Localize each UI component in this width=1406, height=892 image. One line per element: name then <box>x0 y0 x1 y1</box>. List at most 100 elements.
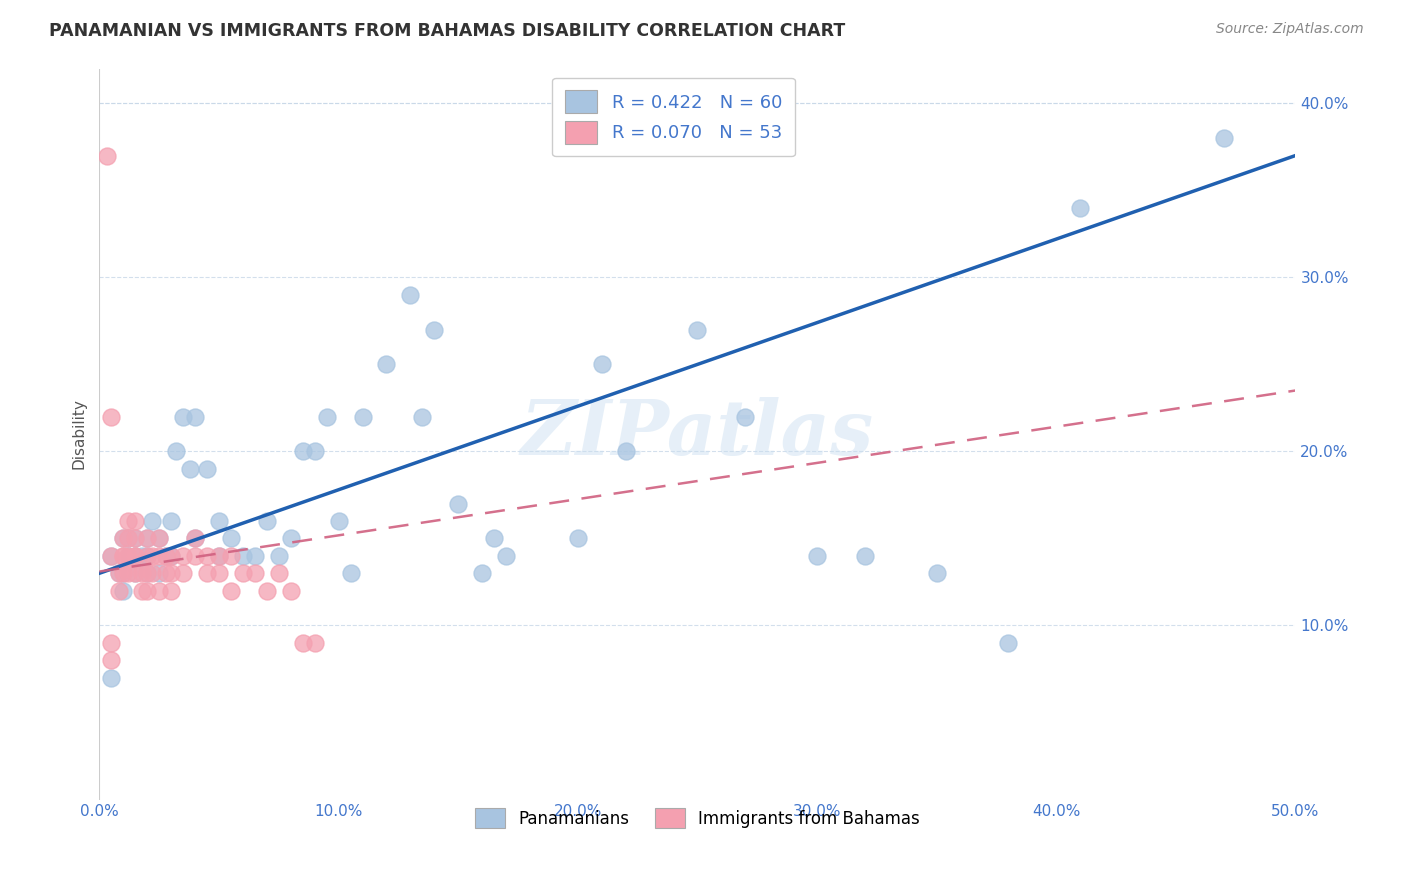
Point <box>117 549 139 563</box>
Point <box>155 549 177 563</box>
Point <box>148 532 170 546</box>
Point <box>148 583 170 598</box>
Point <box>100 636 122 650</box>
Point <box>100 653 122 667</box>
Point <box>160 549 183 563</box>
Point <box>280 532 302 546</box>
Point <box>131 549 153 563</box>
Point <box>482 532 505 546</box>
Point <box>172 549 194 563</box>
Point <box>160 514 183 528</box>
Point <box>100 671 122 685</box>
Point <box>208 566 231 581</box>
Point <box>136 549 159 563</box>
Point <box>195 566 218 581</box>
Point <box>195 549 218 563</box>
Point <box>172 409 194 424</box>
Point <box>148 566 170 581</box>
Point <box>219 583 242 598</box>
Point <box>291 444 314 458</box>
Point <box>136 532 159 546</box>
Point <box>471 566 494 581</box>
Point <box>112 549 135 563</box>
Point <box>100 549 122 563</box>
Point <box>136 566 159 581</box>
Point <box>423 322 446 336</box>
Point <box>172 566 194 581</box>
Point <box>219 532 242 546</box>
Point <box>96 148 118 162</box>
Point <box>184 549 207 563</box>
Y-axis label: Disability: Disability <box>72 399 86 469</box>
Point <box>112 566 135 581</box>
Point <box>280 583 302 598</box>
Point <box>352 409 374 424</box>
Point <box>160 583 183 598</box>
Point <box>117 532 139 546</box>
Point <box>184 532 207 546</box>
Text: ZIPatlas: ZIPatlas <box>520 397 875 471</box>
Point <box>997 636 1019 650</box>
Point <box>124 532 146 546</box>
Point <box>411 409 433 424</box>
Point <box>853 549 876 563</box>
Point <box>686 322 709 336</box>
Point <box>208 549 231 563</box>
Point <box>208 514 231 528</box>
Point <box>124 566 146 581</box>
Point <box>141 514 163 528</box>
Point <box>267 549 290 563</box>
Point <box>184 409 207 424</box>
Point <box>291 636 314 650</box>
Point <box>256 583 278 598</box>
Point <box>112 583 135 598</box>
Point <box>591 358 613 372</box>
Point <box>124 549 146 563</box>
Point <box>155 549 177 563</box>
Point <box>107 566 129 581</box>
Point <box>117 532 139 546</box>
Point <box>160 549 183 563</box>
Point <box>141 549 163 563</box>
Point <box>925 566 948 581</box>
Point <box>124 566 146 581</box>
Point <box>112 532 135 546</box>
Point <box>107 583 129 598</box>
Point <box>375 358 398 372</box>
Point <box>315 409 337 424</box>
Point <box>112 549 135 563</box>
Point <box>136 532 159 546</box>
Point <box>447 497 470 511</box>
Point <box>124 532 146 546</box>
Point <box>124 549 146 563</box>
Point <box>100 409 122 424</box>
Point <box>148 549 170 563</box>
Point <box>184 532 207 546</box>
Point <box>1212 131 1234 145</box>
Point <box>267 566 290 581</box>
Point <box>495 549 517 563</box>
Point <box>304 444 326 458</box>
Point <box>148 532 170 546</box>
Point <box>304 636 326 650</box>
Point <box>339 566 361 581</box>
Point <box>567 532 589 546</box>
Point <box>107 566 129 581</box>
Point <box>614 444 637 458</box>
Point <box>124 514 146 528</box>
Text: Source: ZipAtlas.com: Source: ZipAtlas.com <box>1216 22 1364 37</box>
Point <box>131 583 153 598</box>
Point <box>208 549 231 563</box>
Point <box>243 566 266 581</box>
Point <box>232 566 254 581</box>
Point <box>112 566 135 581</box>
Text: PANAMANIAN VS IMMIGRANTS FROM BAHAMAS DISABILITY CORRELATION CHART: PANAMANIAN VS IMMIGRANTS FROM BAHAMAS DI… <box>49 22 845 40</box>
Point <box>734 409 756 424</box>
Point <box>219 549 242 563</box>
Legend: Panamanians, Immigrants from Bahamas: Panamanians, Immigrants from Bahamas <box>468 801 927 835</box>
Point <box>155 566 177 581</box>
Point <box>100 549 122 563</box>
Point <box>117 566 139 581</box>
Point <box>256 514 278 528</box>
Point <box>131 566 153 581</box>
